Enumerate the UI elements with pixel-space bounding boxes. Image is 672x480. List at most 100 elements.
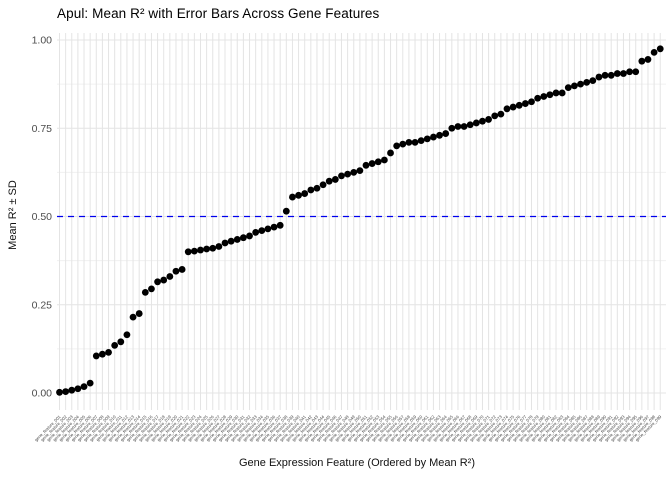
data-point xyxy=(282,207,290,215)
data-point xyxy=(74,385,82,393)
data-point xyxy=(184,248,192,256)
data-point xyxy=(601,71,609,79)
y-tick-label: 0.00 xyxy=(32,388,53,400)
data-point xyxy=(613,70,621,77)
data-point xyxy=(656,45,664,53)
data-point xyxy=(417,137,425,145)
data-point xyxy=(528,98,535,106)
data-point xyxy=(472,119,480,127)
data-point xyxy=(583,78,591,86)
data-point xyxy=(399,140,407,148)
data-point xyxy=(442,130,450,137)
data-point xyxy=(491,112,499,120)
data-point xyxy=(221,239,229,247)
data-point xyxy=(258,227,266,235)
y-tick-label: 0.50 xyxy=(32,211,53,223)
data-point xyxy=(141,288,149,296)
data-point xyxy=(620,70,627,77)
data-point xyxy=(99,350,106,358)
x-axis-title: Gene Expression Feature (Ordered by Mean… xyxy=(239,457,475,469)
data-point xyxy=(540,93,548,100)
data-point xyxy=(68,386,76,394)
data-point xyxy=(374,158,382,166)
data-point xyxy=(423,135,431,143)
data-point xyxy=(411,138,419,146)
data-point xyxy=(558,89,566,97)
data-point xyxy=(344,170,352,178)
data-point xyxy=(515,101,523,109)
data-point xyxy=(485,116,492,123)
y-tick-label: 1.00 xyxy=(32,35,53,47)
data-point xyxy=(301,190,309,197)
data-point xyxy=(117,338,125,346)
data-point xyxy=(534,94,542,102)
data-point xyxy=(92,352,100,360)
data-point xyxy=(607,71,615,79)
data-point xyxy=(325,177,333,185)
data-point xyxy=(148,285,155,293)
data-point xyxy=(362,161,370,169)
data-point xyxy=(393,142,401,150)
data-point xyxy=(466,121,474,129)
data-point xyxy=(521,100,529,107)
y-tick-label: 0.75 xyxy=(32,123,53,135)
data-point xyxy=(436,131,443,139)
data-point xyxy=(460,123,468,130)
y-tick-label: 0.25 xyxy=(32,299,53,311)
data-point xyxy=(350,168,358,176)
data-point xyxy=(509,103,517,111)
data-point xyxy=(190,247,198,255)
data-point xyxy=(203,245,211,253)
data-point xyxy=(650,48,658,56)
data-point xyxy=(571,82,578,90)
data-point xyxy=(129,313,137,321)
data-point xyxy=(307,186,315,194)
data-point xyxy=(546,91,554,99)
y-axis-title: Mean R² ± SD xyxy=(7,180,19,250)
data-point xyxy=(56,388,63,396)
data-point xyxy=(289,193,296,201)
data-point xyxy=(123,331,131,339)
data-point xyxy=(295,191,302,199)
data-point xyxy=(172,267,180,275)
data-point xyxy=(80,383,88,391)
data-point xyxy=(632,68,640,76)
data-point xyxy=(197,246,204,254)
data-point xyxy=(405,138,413,146)
data-point xyxy=(215,243,223,250)
data-point xyxy=(252,228,260,236)
data-point xyxy=(356,167,364,175)
data-point xyxy=(338,172,345,180)
data-point xyxy=(503,105,511,113)
data-point xyxy=(160,276,168,284)
data-point xyxy=(313,184,321,192)
data-point xyxy=(638,57,646,65)
data-point xyxy=(564,84,572,92)
data-point xyxy=(209,244,217,252)
data-point xyxy=(644,56,652,63)
data-point xyxy=(105,349,112,356)
data-point xyxy=(626,68,633,76)
chart-title: Apul: Mean R² with Error Bars Across Gen… xyxy=(57,6,380,21)
data-point xyxy=(331,176,339,183)
data-point xyxy=(270,223,278,231)
data-point xyxy=(430,133,437,141)
data-point xyxy=(319,181,327,189)
data-point xyxy=(178,266,186,273)
data-point xyxy=(380,156,388,164)
data-point xyxy=(264,225,272,233)
data-point xyxy=(246,232,253,240)
data-point xyxy=(577,80,584,88)
data-point xyxy=(240,234,247,242)
data-point xyxy=(154,278,161,286)
data-point xyxy=(86,379,94,387)
data-point xyxy=(276,221,284,229)
data-point xyxy=(62,388,70,395)
data-point xyxy=(589,77,597,84)
data-point xyxy=(227,237,235,245)
data-point xyxy=(233,236,241,243)
data-point xyxy=(497,110,505,118)
data-point xyxy=(166,273,174,280)
data-point xyxy=(454,123,462,130)
